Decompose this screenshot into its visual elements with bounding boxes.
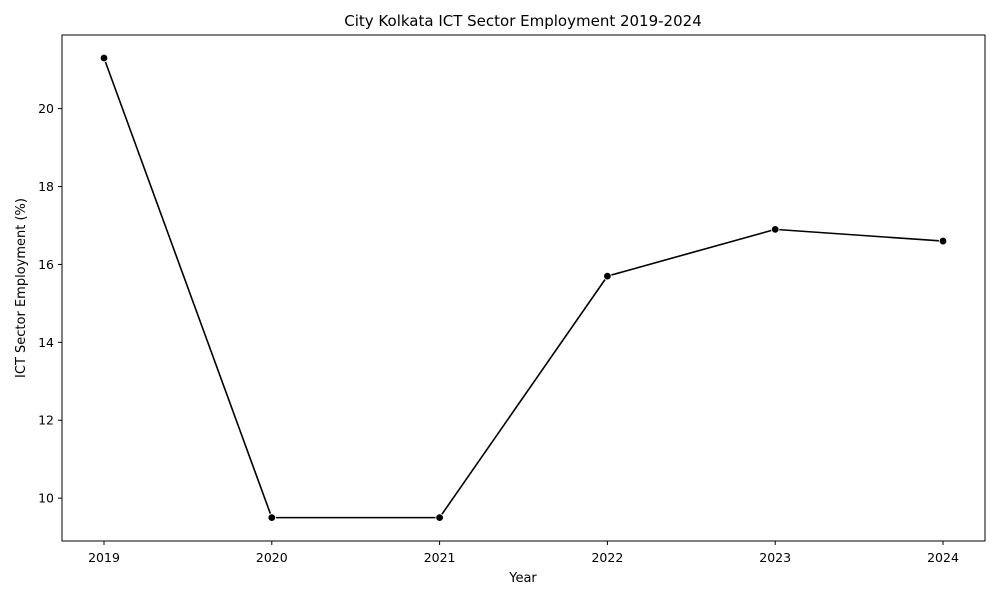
data-point (771, 225, 780, 234)
x-axis: 2019 2020 2021 2022 2023 2024 (88, 541, 959, 565)
x-tick-label: 2022 (591, 550, 623, 565)
data-point (938, 236, 948, 246)
chart-title: City Kolkata ICT Sector Employment 2019-… (344, 12, 701, 30)
data-point (435, 513, 444, 522)
series-markers (99, 53, 948, 522)
series-line (103, 57, 944, 519)
data-point (603, 271, 612, 281)
y-tick-label: 12 (38, 413, 54, 428)
y-axis-label: ICT Sector Employment (%) (14, 198, 29, 378)
x-tick-label: 2024 (927, 550, 959, 565)
x-axis-label: Year (508, 571, 537, 586)
y-tick-label: 14 (38, 335, 54, 350)
x-tick-label: 2023 (759, 550, 791, 565)
x-tick-label: 2021 (424, 550, 456, 565)
data-point (267, 513, 276, 522)
plot-area-frame (61, 34, 986, 542)
y-tick-label: 20 (38, 101, 54, 116)
data-point (99, 53, 109, 63)
x-tick-label: 2020 (256, 550, 288, 565)
x-tick-label: 2019 (88, 550, 120, 565)
y-tick-label: 18 (38, 179, 54, 194)
y-axis: 10 12 14 16 18 20 (38, 101, 62, 506)
y-tick-label: 10 (38, 491, 54, 506)
y-tick-label: 16 (38, 257, 54, 272)
